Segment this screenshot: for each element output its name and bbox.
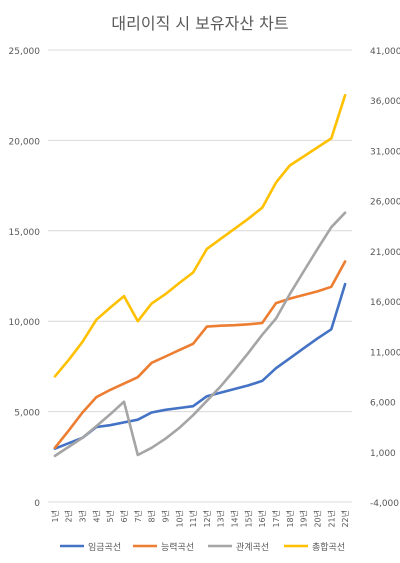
x-tick-label: 16년	[257, 510, 267, 528]
y-right-tick-label: 41,000	[370, 47, 400, 57]
series-line	[53, 211, 347, 458]
y-right-tick-label: 36,000	[370, 97, 400, 107]
x-tick-label: 5년	[105, 510, 115, 522]
y-right-tick-label: 11,000	[370, 348, 400, 358]
y-left-tick-label: 25,000	[9, 47, 41, 57]
series-line	[53, 260, 347, 450]
y-right-tick-label: 26,000	[370, 198, 400, 208]
legend-label: 임금곡선	[88, 541, 121, 553]
x-tick-label: 3년	[78, 510, 88, 522]
x-tick-label: 7년	[133, 510, 143, 522]
x-tick-label: 15년	[243, 510, 253, 528]
x-tick-label: 13년	[216, 510, 226, 528]
x-tick-label: 4년	[91, 510, 101, 522]
x-tick-label: 1년	[50, 510, 60, 522]
x-tick-label: 22년	[340, 510, 350, 528]
y-left-tick-label: 5,000	[14, 409, 40, 419]
y-right-tick-label: 1,000	[370, 449, 396, 459]
chart-title: 대리이직 시 보유자산 차트	[111, 14, 289, 33]
x-tick-label: 9년	[160, 510, 170, 522]
x-tick-label: 11년	[188, 510, 198, 528]
x-tick-label: 20년	[312, 510, 322, 528]
x-tick-label: 18년	[285, 510, 295, 528]
x-tick-label: 8년	[147, 510, 157, 522]
x-tick-label: 6년	[119, 510, 129, 522]
y-right-tick-label: 31,000	[370, 147, 400, 157]
y-left-tick-label: 0	[34, 499, 40, 509]
y-right-tick-label: 16,000	[370, 298, 400, 308]
x-tick-label: 12년	[202, 510, 212, 528]
legend-label: 관계곡선	[236, 541, 269, 553]
y-right-tick-label: 6,000	[370, 399, 396, 409]
x-tick-label: 14년	[230, 510, 240, 528]
x-tick-label: 21년	[326, 510, 336, 528]
series-line	[53, 282, 347, 451]
y-left-tick-label: 10,000	[9, 318, 41, 328]
x-tick-label: 2년	[64, 510, 74, 522]
legend-label: 총합곡선	[312, 542, 345, 553]
x-tick-label: 10년	[174, 510, 184, 528]
legend-label: 능력곡선	[161, 541, 194, 553]
y-left-tick-label: 15,000	[9, 228, 41, 238]
x-tick-label: 17년	[271, 510, 281, 528]
y-right-tick-label: 21,000	[370, 248, 400, 258]
series-line	[53, 93, 347, 378]
y-left-tick-label: 20,000	[9, 137, 41, 147]
y-right-tick-label: -4,000	[370, 499, 399, 509]
x-tick-label: 19년	[299, 510, 309, 528]
